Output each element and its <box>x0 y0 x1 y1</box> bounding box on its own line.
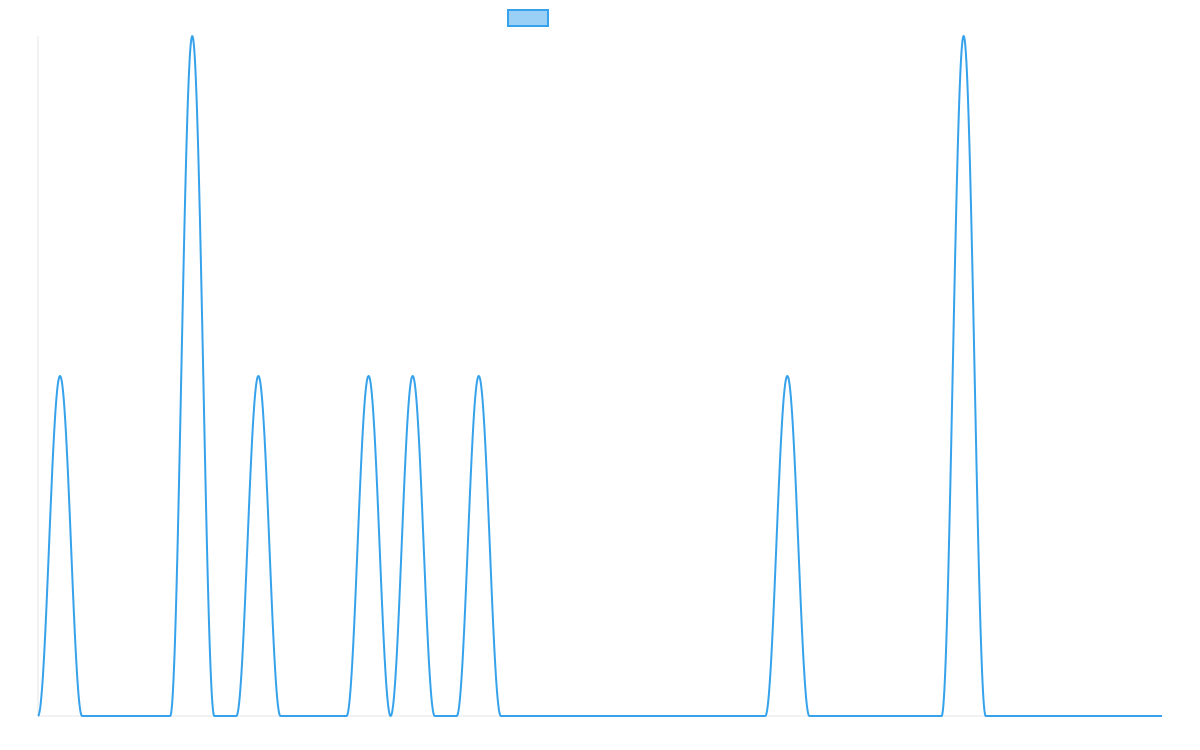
data-point-5[interactable] <box>475 372 483 380</box>
data-point-1[interactable] <box>188 32 196 40</box>
data-point-7[interactable] <box>960 32 968 40</box>
axes <box>37 36 1162 717</box>
data-point-6[interactable] <box>783 372 791 380</box>
series-line-0[interactable] <box>37 35 1163 717</box>
data-point-3[interactable] <box>365 372 373 380</box>
legend-swatch[interactable] <box>507 9 549 27</box>
data-point-2[interactable] <box>254 372 262 380</box>
series-layer <box>37 35 1163 717</box>
data-point-4[interactable] <box>409 372 417 380</box>
legend[interactable] <box>507 9 549 27</box>
data-point-0[interactable] <box>56 372 64 380</box>
peak-markers <box>56 32 968 380</box>
